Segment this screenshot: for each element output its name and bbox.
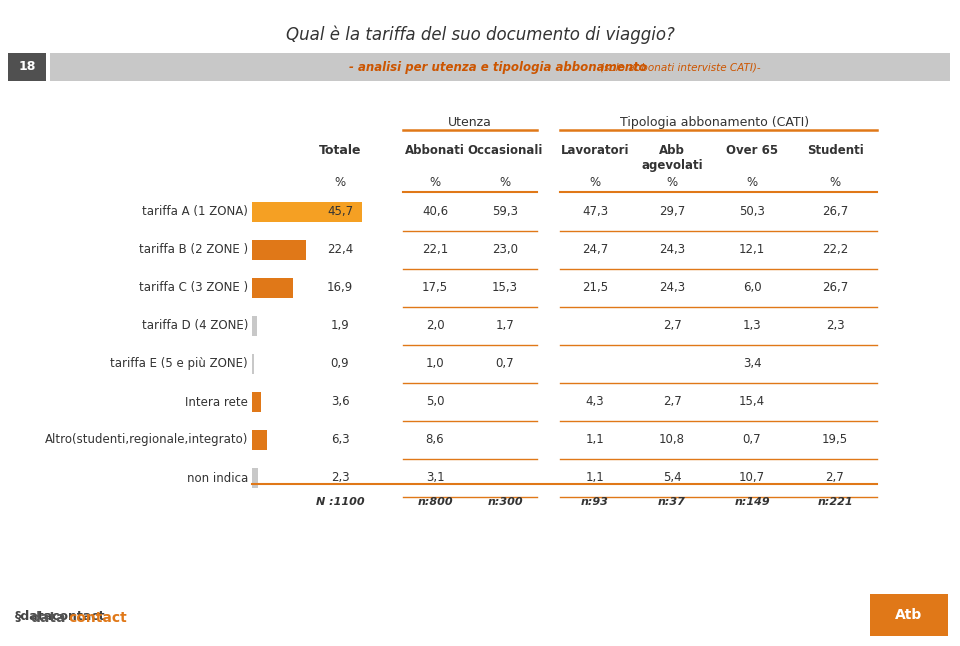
Text: 2,7: 2,7	[662, 320, 682, 333]
Text: tariffa A (1 ZONA): tariffa A (1 ZONA)	[142, 205, 248, 218]
FancyBboxPatch shape	[252, 430, 267, 450]
Text: Lavoratori: Lavoratori	[561, 144, 629, 157]
Text: Altro(studenti,regionale,integrato): Altro(studenti,regionale,integrato)	[44, 433, 248, 446]
Text: Utenza: Utenza	[448, 116, 492, 129]
Text: 2,7: 2,7	[662, 395, 682, 408]
Text: 26,7: 26,7	[822, 282, 848, 295]
Text: Qual è la tariffa del suo documento di viaggio?: Qual è la tariffa del suo documento di v…	[285, 26, 675, 45]
Text: 12,1: 12,1	[739, 244, 765, 256]
Text: Occasionali: Occasionali	[468, 144, 542, 157]
Text: 17,5: 17,5	[422, 282, 448, 295]
Text: %: %	[829, 176, 841, 189]
FancyBboxPatch shape	[252, 392, 261, 412]
Text: n:221: n:221	[817, 497, 852, 507]
Text: 5,0: 5,0	[425, 395, 444, 408]
Text: 1,9: 1,9	[330, 320, 349, 333]
Text: 5,4: 5,4	[662, 472, 682, 484]
Text: Tipologia abbonamento (CATI): Tipologia abbonamento (CATI)	[620, 116, 809, 129]
FancyBboxPatch shape	[8, 53, 46, 81]
Text: Intera rete: Intera rete	[185, 395, 248, 408]
Text: 19,5: 19,5	[822, 433, 848, 446]
FancyBboxPatch shape	[252, 278, 293, 298]
FancyBboxPatch shape	[50, 53, 950, 81]
Text: 23,0: 23,0	[492, 244, 518, 256]
Text: 24,3: 24,3	[659, 282, 685, 295]
Text: n:93: n:93	[581, 497, 609, 507]
Text: Totale: Totale	[319, 144, 361, 157]
Text: 0,7: 0,7	[743, 433, 761, 446]
Text: 50,3: 50,3	[739, 205, 765, 218]
Text: 45,7: 45,7	[327, 205, 353, 218]
Text: 29,7: 29,7	[659, 205, 685, 218]
Text: 1,0: 1,0	[425, 357, 444, 371]
Text: 10,7: 10,7	[739, 472, 765, 484]
Text: 22,1: 22,1	[421, 244, 448, 256]
Text: 15,3: 15,3	[492, 282, 518, 295]
Text: n:300: n:300	[487, 497, 523, 507]
Text: n:800: n:800	[418, 497, 453, 507]
Text: 2,3: 2,3	[330, 472, 349, 484]
Text: 3,1: 3,1	[425, 472, 444, 484]
Text: 0,7: 0,7	[495, 357, 515, 371]
FancyBboxPatch shape	[252, 202, 362, 222]
Text: 6,3: 6,3	[330, 433, 349, 446]
Text: %: %	[589, 176, 601, 189]
Text: (solo abbonati interviste CATI)-: (solo abbonati interviste CATI)-	[600, 62, 760, 72]
Text: 1,1: 1,1	[586, 433, 605, 446]
Text: n:149: n:149	[734, 497, 770, 507]
FancyBboxPatch shape	[870, 594, 948, 636]
Text: non indica: non indica	[187, 472, 248, 484]
Text: 2,3: 2,3	[826, 320, 844, 333]
Text: %: %	[334, 176, 346, 189]
Text: %: %	[429, 176, 441, 189]
Text: 18: 18	[18, 61, 36, 74]
Text: 3,6: 3,6	[330, 395, 349, 408]
Text: tariffa D (4 ZONE): tariffa D (4 ZONE)	[142, 320, 248, 333]
Text: 40,6: 40,6	[422, 205, 448, 218]
Text: 0,9: 0,9	[330, 357, 349, 371]
Text: 22,4: 22,4	[326, 244, 353, 256]
Text: 3,4: 3,4	[743, 357, 761, 371]
Text: 1,1: 1,1	[586, 472, 605, 484]
Text: Abbonati: Abbonati	[405, 144, 465, 157]
Text: tariffa C (3 ZONE ): tariffa C (3 ZONE )	[139, 282, 248, 295]
Text: contact: contact	[68, 611, 127, 625]
Text: 24,3: 24,3	[659, 244, 685, 256]
Text: 16,9: 16,9	[326, 282, 353, 295]
Text: 8,6: 8,6	[425, 433, 444, 446]
Text: 24,7: 24,7	[582, 244, 608, 256]
Text: 59,3: 59,3	[492, 205, 518, 218]
Text: 15,4: 15,4	[739, 395, 765, 408]
Text: 26,7: 26,7	[822, 205, 848, 218]
Text: - analisi per utenza e tipologia abbonamento: - analisi per utenza e tipologia abbonam…	[349, 61, 651, 74]
Text: %: %	[666, 176, 678, 189]
Text: 10,8: 10,8	[659, 433, 685, 446]
Text: 2,7: 2,7	[826, 472, 845, 484]
Text: 1,3: 1,3	[743, 320, 761, 333]
Text: §datacontact: §datacontact	[15, 609, 106, 623]
Text: 1,7: 1,7	[495, 320, 515, 333]
Text: data: data	[30, 611, 65, 625]
Text: 4,3: 4,3	[586, 395, 604, 408]
Text: 21,5: 21,5	[582, 282, 608, 295]
FancyBboxPatch shape	[252, 316, 256, 336]
Text: Abb
agevolati: Abb agevolati	[641, 144, 703, 172]
Text: %: %	[747, 176, 757, 189]
FancyBboxPatch shape	[252, 468, 257, 488]
Text: %: %	[499, 176, 511, 189]
Text: tariffa B (2 ZONE ): tariffa B (2 ZONE )	[139, 244, 248, 256]
Text: N :1100: N :1100	[316, 497, 364, 507]
Text: 2,0: 2,0	[425, 320, 444, 333]
Text: n:37: n:37	[658, 497, 686, 507]
Text: Over 65: Over 65	[726, 144, 778, 157]
Text: 47,3: 47,3	[582, 205, 608, 218]
Text: Atb: Atb	[896, 608, 923, 622]
FancyBboxPatch shape	[252, 240, 306, 260]
Text: 6,0: 6,0	[743, 282, 761, 295]
Text: 22,2: 22,2	[822, 244, 848, 256]
Text: tariffa E (5 e più ZONE): tariffa E (5 e più ZONE)	[110, 357, 248, 371]
FancyBboxPatch shape	[252, 354, 254, 374]
Text: Studenti: Studenti	[806, 144, 863, 157]
